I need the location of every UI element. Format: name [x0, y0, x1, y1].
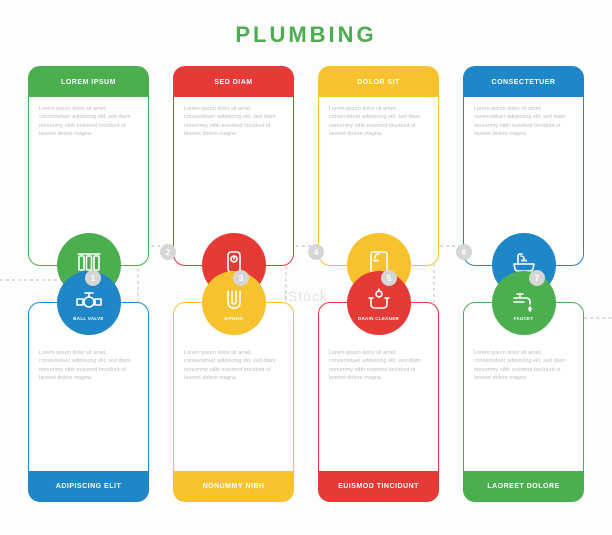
- icon-label: BALL VALVE: [73, 316, 104, 321]
- step-marker: 1: [85, 270, 101, 286]
- card-body-text: Lorem ipsum dolor sit amet, consectetuer…: [29, 97, 148, 146]
- icon-label: SIPHON: [224, 316, 243, 321]
- infographic-grid: LOREM IPSUMLorem ipsum dolor sit amet, c…: [0, 58, 612, 533]
- step-marker: 2: [160, 244, 176, 260]
- info-card: DOLOR SITLorem ipsum dolor sit amet, con…: [318, 66, 439, 266]
- card-body-text: Lorem ipsum dolor sit amet, consectetuer…: [319, 97, 438, 146]
- info-card: SED DIAMLorem ipsum dolor sit amet, cons…: [173, 66, 294, 266]
- icon-label: FAUCET: [514, 316, 534, 321]
- card-title-bar: LOREM IPSUM: [29, 67, 148, 97]
- info-card: SIPHON Lorem ipsum dolor sit amet, conse…: [173, 302, 294, 502]
- row-bottom: BALL VALVE Lorem ipsum dolor sit amet, c…: [0, 302, 612, 502]
- card-body-text: Lorem ipsum dolor sit amet, consectetuer…: [174, 341, 293, 390]
- info-card: FAUCET Lorem ipsum dolor sit amet, conse…: [463, 302, 584, 502]
- card-title-bar: DOLOR SIT: [319, 67, 438, 97]
- info-card: CONSECTETUERLorem ipsum dolor sit amet, …: [463, 66, 584, 266]
- info-card: DRAIN CLEANER Lorem ipsum dolor sit amet…: [318, 302, 439, 502]
- ball-valve-icon: [75, 286, 103, 314]
- card-icon-circle: FAUCET: [492, 271, 556, 335]
- drain-cleaner-icon: [365, 286, 393, 314]
- card-title-bar: LAOREET DOLORE: [464, 471, 583, 501]
- faucet-icon: [510, 286, 538, 314]
- card-icon-circle: DRAIN CLEANER: [347, 271, 411, 335]
- page-title: PLUMBING: [0, 0, 612, 58]
- info-card: BALL VALVE Lorem ipsum dolor sit amet, c…: [28, 302, 149, 502]
- info-card: LOREM IPSUMLorem ipsum dolor sit amet, c…: [28, 66, 149, 266]
- step-marker: 4: [308, 244, 324, 260]
- step-marker: 6: [456, 244, 472, 260]
- card-title-bar: CONSECTETUER: [464, 67, 583, 97]
- step-marker: 7: [529, 270, 545, 286]
- card-title-bar: NONUMMY NIBH: [174, 471, 293, 501]
- step-marker: 3: [233, 270, 249, 286]
- card-title-bar: SED DIAM: [174, 67, 293, 97]
- card-body-text: Lorem ipsum dolor sit amet, consectetuer…: [174, 97, 293, 146]
- card-body-text: Lorem ipsum dolor sit amet, consectetuer…: [464, 97, 583, 146]
- siphon-icon: [220, 286, 248, 314]
- icon-label: DRAIN CLEANER: [358, 316, 399, 321]
- card-title-bar: ADIPISCING ELIT: [29, 471, 148, 501]
- card-body-text: Lorem ipsum dolor sit amet, consectetuer…: [29, 341, 148, 390]
- row-top: LOREM IPSUMLorem ipsum dolor sit amet, c…: [0, 66, 612, 266]
- card-title-bar: EUISMOD TINCIDUNT: [319, 471, 438, 501]
- card-body-text: Lorem ipsum dolor sit amet, consectetuer…: [319, 341, 438, 390]
- card-body-text: Lorem ipsum dolor sit amet, consectetuer…: [464, 341, 583, 390]
- step-marker: 5: [381, 270, 397, 286]
